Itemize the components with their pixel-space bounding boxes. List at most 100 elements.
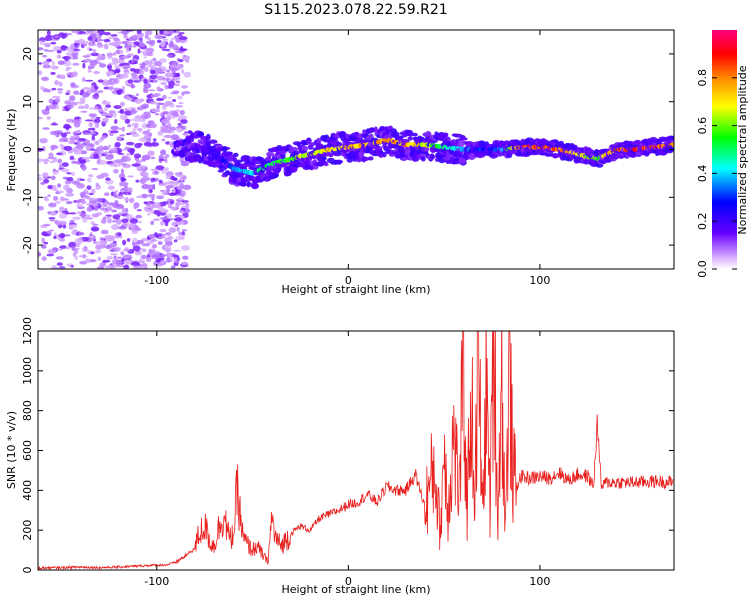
noise-speck	[145, 40, 153, 44]
noise-speck	[71, 229, 77, 236]
noise-speck	[117, 226, 127, 230]
spectrogram-y-ticks: -20 -10 0 10 20	[21, 47, 674, 254]
noise-speck	[68, 140, 75, 144]
noise-speck	[150, 124, 155, 129]
noise-speck	[38, 251, 42, 257]
noise-speck	[69, 101, 79, 106]
noise-speck	[61, 162, 69, 168]
noise-speck	[62, 224, 67, 229]
noise-speck	[85, 79, 94, 82]
noise-speck	[179, 210, 185, 214]
noise-speck	[109, 264, 117, 269]
noise-speck	[89, 48, 93, 51]
noise-speck	[96, 43, 103, 48]
noise-speck	[153, 171, 159, 174]
noise-speck	[139, 257, 144, 263]
noise-speck	[90, 52, 100, 57]
noise-speck	[143, 56, 147, 59]
noise-speck	[150, 180, 155, 183]
noise-speck	[59, 75, 66, 80]
noise-speck	[166, 78, 170, 83]
noise-speck	[146, 52, 154, 57]
noise-speck	[173, 35, 181, 40]
noise-speck	[76, 211, 82, 215]
noise-speck	[150, 220, 155, 225]
noise-speck	[116, 136, 122, 142]
noise-speck	[65, 68, 69, 72]
noise-speck	[147, 37, 152, 41]
noise-speck	[144, 30, 153, 36]
noise-speck	[147, 132, 153, 137]
colorbar-tick-label: 0.0	[696, 260, 709, 278]
noise-speck	[162, 38, 169, 41]
noise-speck	[135, 122, 139, 127]
noise-speck	[62, 56, 71, 60]
noise-speck	[39, 40, 44, 45]
noise-speck	[90, 132, 96, 135]
ridge-halo	[289, 166, 298, 173]
noise-speck	[99, 53, 104, 59]
noise-speck	[54, 35, 59, 38]
noise-speck	[180, 161, 190, 167]
noise-speck	[180, 190, 187, 196]
noise-speck	[157, 131, 164, 136]
noise-speck	[146, 212, 151, 216]
noise-speck	[161, 138, 166, 142]
noise-speck	[66, 177, 74, 182]
ridge-halo	[407, 136, 413, 141]
colorbar-ticks: 0.0 0.2 0.4 0.6 0.8	[696, 69, 737, 278]
noise-speck	[182, 175, 187, 181]
noise-speck	[75, 130, 81, 134]
noise-speck	[172, 254, 179, 258]
noise-speck	[161, 94, 167, 100]
noise-speck	[103, 43, 109, 50]
ridge-halo	[411, 132, 418, 137]
noise-speck	[166, 85, 174, 89]
noise-speck	[166, 248, 170, 253]
noise-speck	[113, 191, 117, 198]
noise-speck	[130, 109, 137, 115]
noise-speck	[139, 69, 144, 75]
noise-speck	[129, 218, 139, 224]
noise-speck	[141, 103, 149, 109]
noise-speck	[81, 92, 90, 98]
x-tick-label: 100	[529, 575, 550, 588]
noise-speck	[121, 168, 124, 174]
ridge-halo	[301, 146, 309, 151]
noise-speck	[77, 151, 82, 155]
noise-speck	[114, 159, 123, 164]
noise-speck	[54, 219, 59, 225]
noise-speck	[128, 53, 135, 56]
noise-speck	[134, 115, 142, 119]
noise-speck	[170, 38, 175, 41]
noise-speck	[88, 107, 96, 110]
noise-speck	[38, 47, 44, 51]
noise-speck	[162, 111, 170, 114]
noise-speck	[185, 202, 190, 209]
ridge-halo	[429, 153, 435, 160]
noise-speck	[182, 54, 187, 58]
noise-speck	[130, 261, 140, 266]
noise-speck	[175, 105, 183, 108]
noise-speck	[111, 224, 120, 231]
noise-speck	[90, 188, 96, 194]
noise-speck	[122, 55, 129, 59]
noise-speck	[152, 64, 156, 71]
noise-speck	[146, 240, 154, 245]
noise-speck	[65, 246, 71, 250]
noise-speck	[85, 217, 94, 220]
noise-speck	[76, 183, 85, 189]
noise-speck	[165, 181, 173, 185]
noise-speck	[125, 156, 131, 162]
noise-speck	[83, 188, 88, 193]
noise-speck	[58, 81, 63, 87]
x-tick-label: -100	[144, 274, 169, 287]
noise-speck	[51, 87, 57, 91]
noise-speck	[164, 84, 169, 90]
noise-speck	[58, 248, 63, 251]
noise-speck	[60, 132, 68, 138]
noise-speck	[73, 90, 80, 95]
ridge-halo	[291, 146, 298, 152]
noise-speck	[82, 62, 86, 69]
noise-speck	[150, 239, 158, 242]
